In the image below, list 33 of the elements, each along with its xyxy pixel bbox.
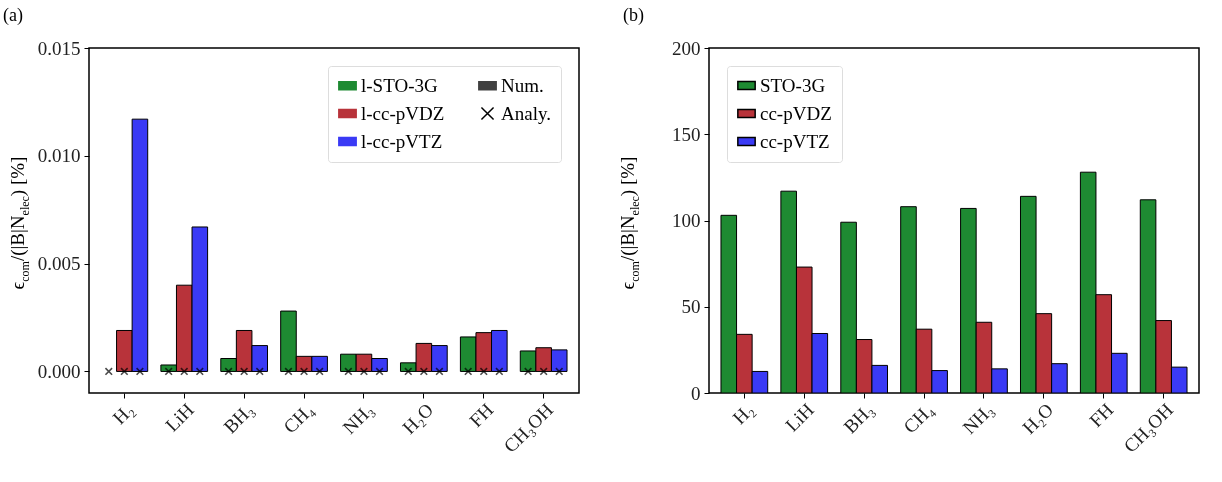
x-tick-label: BH₃ bbox=[839, 399, 878, 438]
y-tick-label: 0.010 bbox=[37, 145, 81, 167]
y-tick-label: 0 bbox=[691, 382, 701, 404]
legend-label: l-cc-pVDZ bbox=[361, 102, 445, 124]
y-tick-label: 200 bbox=[672, 37, 701, 59]
legend-label: cc-pVDZ bbox=[760, 102, 832, 124]
chart-title: (b) bbox=[623, 5, 644, 26]
legend-label: STO-3G bbox=[760, 74, 826, 96]
x-tick-label: CH₄ bbox=[279, 399, 318, 438]
x-tick-label: BH₃ bbox=[219, 399, 258, 438]
x-tick-label: FH bbox=[465, 398, 498, 432]
y-tick-label: 100 bbox=[672, 210, 701, 231]
x-tick-label: NH₃ bbox=[958, 399, 998, 439]
y-tick-label: 0.005 bbox=[37, 253, 81, 275]
x-tick-label: H₂ bbox=[108, 399, 138, 429]
legend-label: l-STO-3G bbox=[361, 74, 438, 96]
x-tick-label: LiH bbox=[161, 398, 198, 436]
legend-label: l-cc-pVTZ bbox=[361, 130, 443, 152]
y-tick-label: 0.000 bbox=[37, 360, 81, 382]
y-tick-label: 150 bbox=[672, 123, 701, 145]
y-tick-label: 50 bbox=[681, 296, 701, 318]
x-tick-label: LiH bbox=[781, 398, 818, 436]
y-tick-label: 0.015 bbox=[37, 37, 81, 59]
x-tick-label: H₂O bbox=[1018, 399, 1058, 439]
legend-label: Analy. bbox=[501, 102, 551, 124]
x-tick-label: FH bbox=[1085, 398, 1118, 432]
x-tick-label: H₂O bbox=[398, 399, 438, 439]
x-tick-label: CH₄ bbox=[899, 399, 938, 438]
legend-label: cc-pVTZ bbox=[760, 130, 830, 152]
legend-label: Num. bbox=[501, 74, 544, 96]
x-tick-label: NH₃ bbox=[338, 399, 378, 439]
chart-title: (a) bbox=[3, 5, 23, 26]
x-tick-label: H₂ bbox=[728, 399, 758, 429]
